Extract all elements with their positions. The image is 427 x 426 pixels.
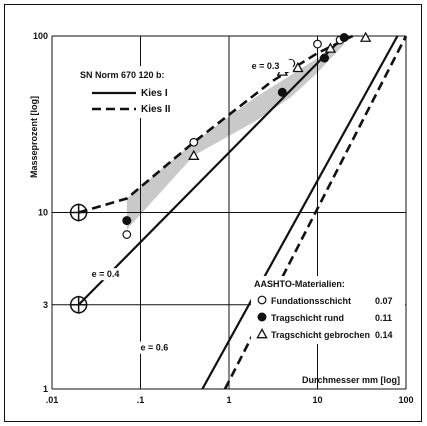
annotation-2: e = 0.6	[141, 343, 169, 353]
y-tick-label-3: 100	[33, 31, 48, 41]
point-filled-circle-3	[339, 33, 349, 43]
point-triangle-2	[292, 61, 304, 73]
aashto-title: AASHTO-Materialien:	[254, 279, 345, 289]
x-axis-label: Durchmesser mm [log]	[302, 375, 400, 385]
aashto-value-2: 0.14	[375, 330, 393, 340]
point-filled-circle-0	[122, 216, 132, 226]
annotation-bg-2	[138, 341, 182, 354]
aashto-name-2: Tragschicht gebrochen	[271, 330, 370, 340]
annotation-bg-1	[89, 268, 133, 281]
y-tick-label-2: 10	[38, 208, 48, 218]
x-tick-label-1: .1	[137, 395, 145, 405]
x-tick-label-3: 10	[312, 395, 322, 405]
annotation-0: e = 0.3	[252, 61, 280, 71]
y-tick-label-0: 1	[43, 384, 48, 394]
point-filled-circle-1	[277, 87, 287, 97]
y-axis-label: Masseprozent [log]	[29, 96, 39, 178]
series-line-1	[201, 35, 399, 390]
annotation-bg-0	[249, 60, 293, 73]
point-open-circle-1	[189, 137, 199, 147]
aashto-legend-box	[251, 276, 405, 344]
annotation-1: e = 0.4	[92, 269, 120, 279]
aashto-value-0: 0.07	[375, 296, 393, 306]
aashto-legend-marker-0	[257, 295, 267, 305]
x-tick-label-2: 1	[226, 395, 231, 405]
aashto-name-1: Tragschicht rund	[271, 313, 344, 323]
point-triangle-0	[188, 149, 200, 160]
shaded-band	[126, 39, 345, 230]
x-tick-label-0: .01	[46, 395, 59, 405]
x-tick-label-4: 100	[398, 395, 413, 405]
legend-kies-2-label: Kies II	[141, 104, 171, 115]
series-line-2	[78, 34, 354, 214]
aashto-value-1: 0.11	[375, 313, 392, 323]
point-open-circle-3	[313, 39, 322, 49]
series-line-0	[77, 35, 345, 306]
point-triangle-4	[359, 31, 372, 42]
legend-kies-1-label: Kies I	[141, 88, 168, 99]
point-triangle-3	[324, 42, 337, 53]
point-filled-circle-2	[320, 53, 330, 63]
point-open-circle-0	[122, 230, 132, 239]
aashto-legend-marker-2	[256, 328, 268, 339]
legend-title: SN Norm 670 120 b:	[80, 70, 165, 80]
y-tick-label-1: 3	[43, 300, 48, 310]
series-line-3	[223, 35, 408, 390]
aashto-name-0: Fundationsschicht	[271, 296, 351, 306]
aashto-legend-marker-1	[257, 312, 267, 322]
